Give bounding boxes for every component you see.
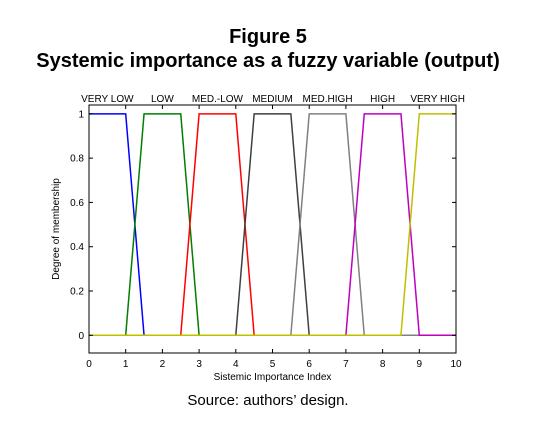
axis-ticks: 0 1 2 3 4 5 6 7 8 9 10 0 0.2 0.4 0.6 0.8 1 xyxy=(70,105,462,370)
x-tick-label: 0 xyxy=(86,359,92,370)
series-line-2 xyxy=(89,113,456,337)
series-lines xyxy=(89,113,456,337)
figure-number: Figure 5 xyxy=(229,26,307,48)
y-axis-label: Degree of membership xyxy=(51,178,62,280)
set-label: LOW xyxy=(151,94,174,105)
y-tick-label: 0 xyxy=(78,331,84,342)
x-tick-label: 9 xyxy=(417,359,423,370)
x-tick-label: 1 xyxy=(123,359,129,370)
x-tick-label: 10 xyxy=(450,359,462,370)
plot-frame xyxy=(88,104,457,354)
set-label: HIGH xyxy=(370,94,395,105)
x-tick-label: 6 xyxy=(306,359,312,370)
y-tick-label: 0.8 xyxy=(70,154,84,165)
set-label: MEDIUM xyxy=(252,94,293,105)
series-line-1 xyxy=(89,113,456,337)
series-line-5 xyxy=(89,113,456,337)
x-tick-label: 8 xyxy=(380,359,386,370)
figure-source: Source: authors’ design. xyxy=(187,392,349,409)
set-label: VERY HIGH xyxy=(410,94,465,105)
x-tick-label: 2 xyxy=(160,359,166,370)
y-tick-label: 1 xyxy=(78,109,84,120)
series-line-3 xyxy=(89,113,456,337)
x-tick-label: 5 xyxy=(270,359,276,370)
x-tick-label: 3 xyxy=(196,359,202,370)
series-line-4 xyxy=(89,113,456,337)
y-tick-label: 0.6 xyxy=(70,198,84,209)
set-label: VERY LOW xyxy=(81,94,134,105)
x-tick-label: 4 xyxy=(233,359,239,370)
series-line-7 xyxy=(89,113,456,337)
set-labels: VERY LOW LOW MED.-LOW MEDIUM MED.HIGH HIGH VER… xyxy=(81,94,465,105)
y-tick-label: 0.4 xyxy=(70,242,84,253)
set-label: MED.HIGH xyxy=(303,94,353,105)
set-label: MED.-LOW xyxy=(192,94,244,105)
x-tick-label: 7 xyxy=(343,359,349,370)
y-tick-label: 0.2 xyxy=(70,287,84,298)
x-axis-label: Sistemic Importance Index xyxy=(214,372,332,383)
figure-title: Systemic importance as a fuzzy variable … xyxy=(36,50,500,72)
series-line-6 xyxy=(89,113,456,337)
